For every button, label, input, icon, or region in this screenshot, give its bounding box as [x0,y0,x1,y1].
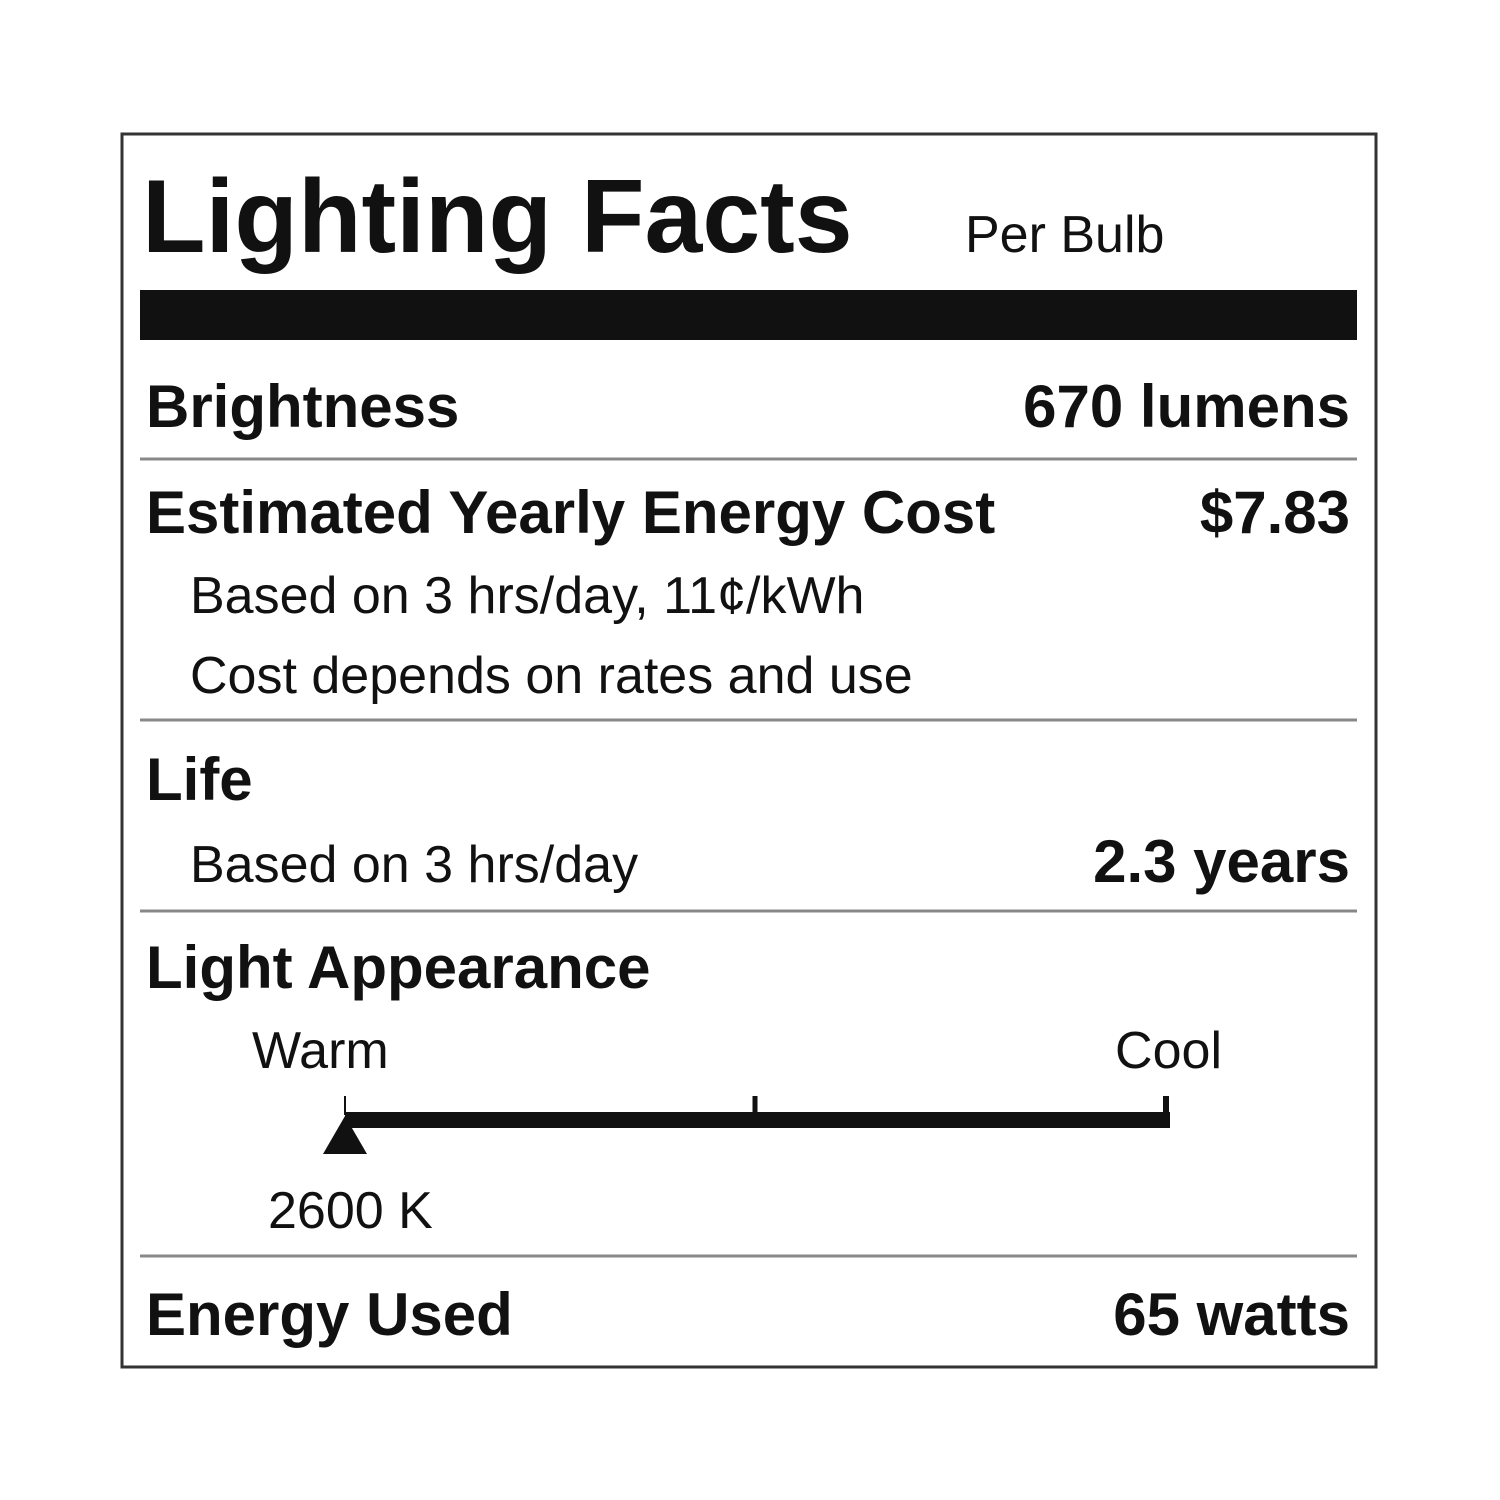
life-value: 2.3 years [1093,828,1350,895]
scale-bar [345,1112,1170,1128]
life-note: Based on 3 hrs/day [190,836,638,894]
brightness-value: 670 lumens [1023,373,1350,440]
appearance-value: 2600 K [268,1182,433,1240]
subtitle: Per Bulb [965,206,1164,264]
thick-bar [140,290,1357,340]
cost-note: Cost depends on rates and use [190,647,913,705]
life-label: Life [146,746,253,813]
marker [323,1116,367,1154]
cool-label: Cool [1115,1022,1222,1080]
cost-label: Estimated Yearly Energy Cost [146,479,995,546]
warm-label: Warm [252,1022,389,1080]
brightness-label: Brightness [146,373,459,440]
cost-value: $7.83 [1200,479,1350,546]
label-border [120,132,1378,1369]
title: Lighting Facts [142,159,853,275]
energy-value: 65 watts [1113,1281,1350,1348]
energy-label: Energy Used [146,1281,513,1348]
cost-note: Based on 3 hrs/day, 11¢/kWh [190,567,864,625]
appearance-label: Light Appearance [146,934,651,1001]
